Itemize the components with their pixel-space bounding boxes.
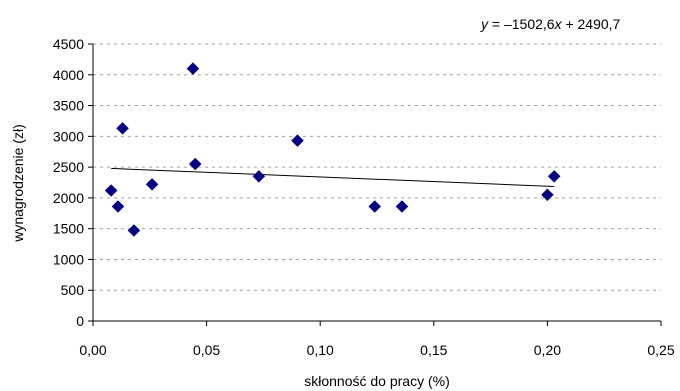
equation-slope: = –1502,6 xyxy=(488,16,555,32)
y-tick-label: 3000 xyxy=(53,128,84,144)
y-tick-label: 2500 xyxy=(53,159,84,175)
data-points xyxy=(104,62,561,237)
trendline-group xyxy=(111,167,555,187)
data-point xyxy=(547,169,561,183)
grid-lines xyxy=(93,43,661,291)
y-tick-label: 3500 xyxy=(53,98,84,114)
data-point xyxy=(188,157,202,171)
data-point xyxy=(127,224,141,237)
data-point xyxy=(111,200,125,213)
y-tick-label: 1000 xyxy=(53,251,84,267)
x-tick-label: 0,15 xyxy=(420,342,447,358)
data-point xyxy=(104,184,118,197)
data-point xyxy=(395,200,409,213)
data-point xyxy=(291,134,304,147)
data-point xyxy=(145,177,159,191)
data-point xyxy=(541,188,554,202)
equation-x: x xyxy=(554,16,563,32)
x-tick-label: 0,00 xyxy=(79,342,106,358)
y-tick-label: 4000 xyxy=(53,67,84,83)
x-axis-title: skłonność do pracy (%) xyxy=(304,373,450,389)
y-tick-labels: 0 500 1000 1500 2000 2500 3000 3500 4000 4500 xyxy=(53,36,84,329)
y-tick-label: 500 xyxy=(61,282,85,298)
y-tick-label: 0 xyxy=(76,313,84,329)
data-point xyxy=(116,121,129,135)
equation-intercept: + 2490,7 xyxy=(562,16,621,32)
data-point xyxy=(252,169,266,183)
equation-y: y xyxy=(480,16,489,32)
x-tick-label: 0,20 xyxy=(534,342,561,358)
x-tick-label: 0,05 xyxy=(193,342,220,358)
trendline xyxy=(111,167,555,187)
x-tick-label: 0,25 xyxy=(647,342,674,358)
y-tick-label: 4500 xyxy=(53,36,84,52)
y-tick-label: 2000 xyxy=(53,190,84,206)
trendline-equation: y = –1502,6x + 2490,7 xyxy=(480,16,621,32)
x-tick-label: 0,10 xyxy=(307,342,334,358)
y-tick-label: 1500 xyxy=(53,221,84,237)
y-axis-title: wynagrodzenie (zł) xyxy=(10,124,26,243)
data-point xyxy=(368,200,382,213)
x-tick-labels: 0,00 0,05 0,10 0,15 0,20 0,25 xyxy=(79,342,674,358)
data-point xyxy=(186,62,200,75)
axes xyxy=(88,43,662,326)
